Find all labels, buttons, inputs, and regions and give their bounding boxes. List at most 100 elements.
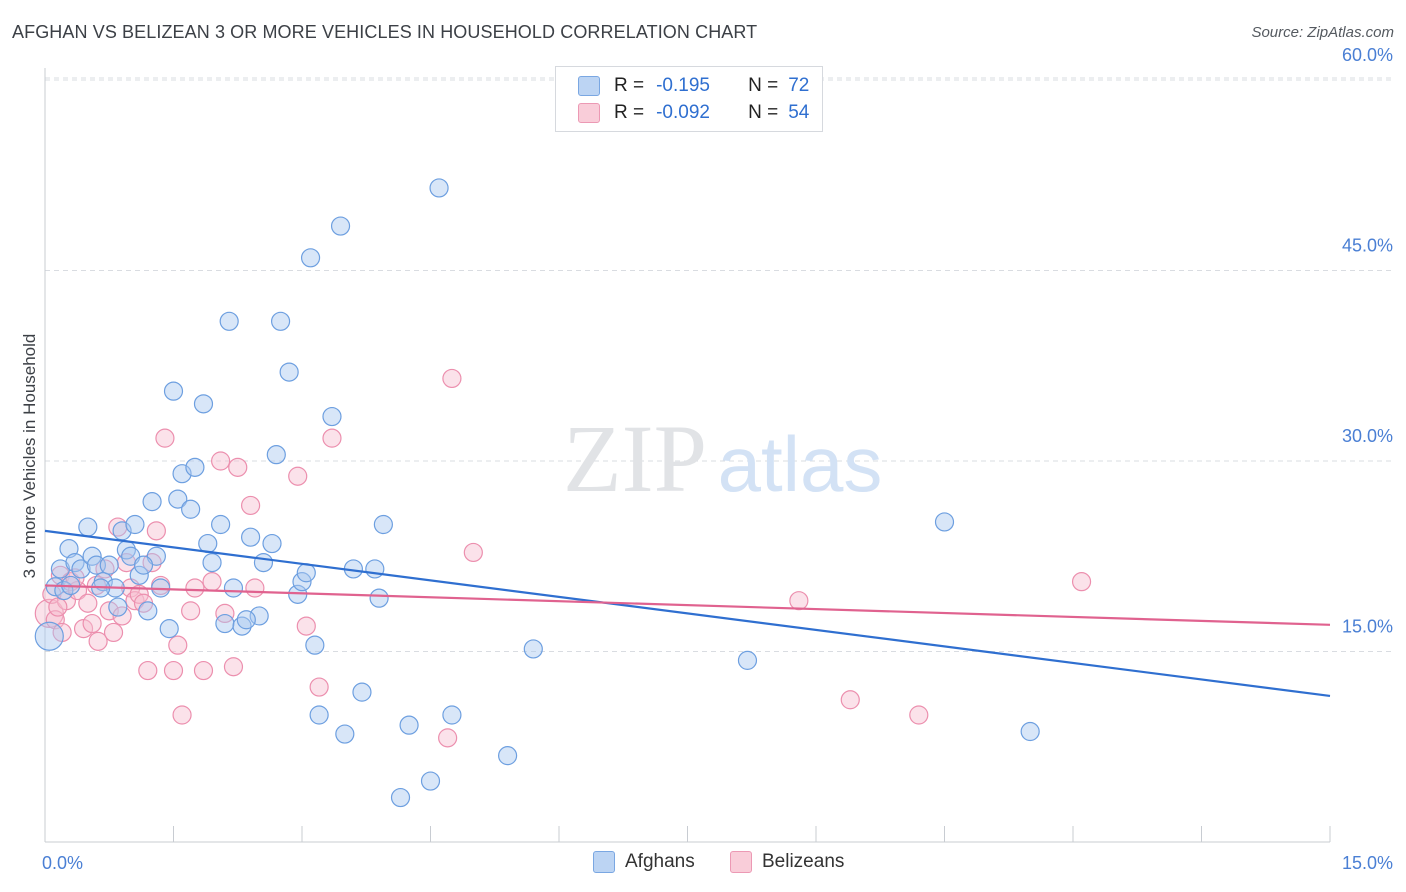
belizeans-point — [296, 616, 316, 636]
belizeans-r-value: -0.092 — [656, 102, 710, 123]
afghans-point — [292, 572, 312, 592]
belizeans-points — [34, 368, 1092, 748]
afghans-point — [330, 216, 351, 236]
belizeans-point — [909, 705, 929, 725]
series-legend: Afghans Belizeans — [0, 851, 1406, 877]
afghans-point — [352, 682, 372, 702]
belizeans-swatch — [578, 103, 600, 123]
afghans-point — [223, 578, 244, 598]
afghans-point — [399, 715, 419, 735]
afghans-point — [322, 406, 342, 427]
belizeans-point — [288, 466, 308, 486]
afghans-point — [335, 724, 355, 744]
belizeans-point — [241, 495, 261, 516]
belizeans-point — [309, 677, 329, 697]
belizeans-point — [202, 572, 222, 592]
tick-labels: 15.0% 30.0% 45.0% 60.0% 0.0% 15.0% — [42, 45, 1393, 873]
belizeans-point — [172, 705, 192, 725]
x-tick-label: 15.0% — [1342, 853, 1393, 873]
afghans-point — [309, 705, 329, 725]
belizeans-point — [129, 584, 149, 604]
belizeans-point — [185, 578, 205, 598]
belizeans-point — [88, 631, 108, 651]
afghans-n-label: N = — [748, 75, 779, 96]
x-tick-label: 0.0% — [42, 853, 83, 873]
trendlines — [44, 529, 1331, 698]
belizeans-point — [168, 635, 188, 655]
afghans-r-label: R = — [614, 75, 645, 96]
legend-item-afghans[interactable]: Afghans — [593, 851, 695, 873]
afghans-point — [129, 565, 149, 585]
afghans-point — [523, 639, 543, 659]
watermark-zip: ZIP — [563, 405, 707, 512]
belizeans-point — [789, 591, 809, 611]
axes — [44, 68, 1331, 843]
afghans-n-value: 72 — [788, 75, 810, 96]
stats-legend-row-afghans: R = -0.195 N = 72 — [578, 73, 809, 99]
afghans-point — [266, 445, 286, 465]
afghans-point — [168, 489, 188, 509]
belizeans-point — [215, 603, 235, 624]
afghans-point — [138, 601, 158, 621]
afghans-point — [498, 746, 518, 766]
afghans-point — [185, 457, 205, 477]
afghans-point — [78, 517, 98, 537]
afghans-point — [420, 771, 441, 791]
y-tick-label: 60.0% — [1342, 45, 1393, 65]
belizeans-point — [211, 451, 231, 471]
afghans-point — [159, 619, 179, 639]
belizeans-point — [146, 521, 166, 541]
afghans-point — [369, 588, 389, 608]
afghans-point — [241, 527, 261, 547]
afghans-point — [125, 514, 145, 535]
afghans-point — [253, 552, 274, 573]
afghans-point — [215, 613, 235, 634]
belizeans-point — [840, 690, 860, 710]
belizeans-legend-label: Belizeans — [762, 851, 845, 872]
afghans-point — [71, 559, 91, 579]
grid-lines — [45, 77, 1392, 652]
belizeans-point — [82, 613, 102, 634]
afghans-point — [219, 311, 239, 331]
belizeans-point — [463, 542, 483, 563]
belizeans-point — [438, 728, 458, 748]
afghans-point — [934, 512, 955, 532]
afghans-point — [236, 610, 256, 630]
afghans-point — [211, 514, 231, 535]
afghans-point — [305, 635, 325, 655]
belizeans-r-label: R = — [614, 102, 645, 123]
afghans-point — [163, 381, 184, 401]
belizeans-point — [103, 622, 124, 643]
belizeans-trendline — [44, 584, 1331, 626]
afghans-point — [279, 362, 299, 382]
afghans-legend-label: Afghans — [625, 851, 695, 872]
afghans-point — [373, 514, 393, 535]
afghans-trendline — [44, 529, 1331, 698]
afghans-point — [442, 705, 462, 725]
belizeans-n-value: 54 — [788, 102, 810, 123]
afghans-point — [262, 533, 282, 554]
afghans-point — [142, 492, 162, 512]
y-tick-label: 15.0% — [1342, 617, 1393, 637]
belizeans-point — [1071, 572, 1092, 592]
y-tick-label: 45.0% — [1342, 236, 1393, 256]
afghans-point — [99, 555, 119, 575]
belizeans-point — [155, 428, 175, 448]
afghans-point — [296, 563, 316, 583]
belizeans-point — [181, 601, 201, 621]
afghans-point — [181, 499, 201, 519]
belizeans-point — [442, 368, 462, 389]
afghans-point — [390, 787, 411, 808]
belizeans-point — [112, 606, 132, 626]
belizeans-point — [48, 597, 68, 617]
afghans-point — [365, 559, 385, 579]
stats-legend-row-belizeans: R = -0.092 N = 54 — [578, 100, 809, 126]
belizeans-point — [138, 660, 158, 681]
afghans-point — [270, 311, 291, 331]
chart-source: Source: ZipAtlas.com — [1251, 24, 1394, 41]
afghans-points — [34, 178, 1040, 808]
afghans-point — [202, 552, 222, 573]
belizeans-point — [78, 593, 98, 613]
watermark-atlas: atlas — [718, 420, 883, 508]
legend-item-belizeans[interactable]: Belizeans — [730, 851, 844, 873]
